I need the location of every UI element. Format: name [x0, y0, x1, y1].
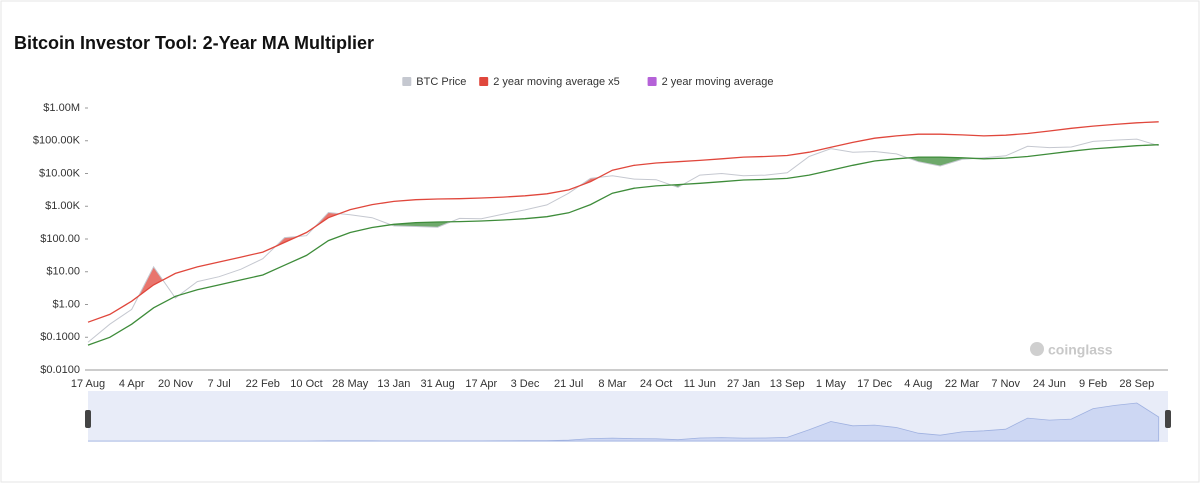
legend: BTC Price 2 year moving average x5 2 year …	[402, 76, 774, 88]
y-tick-label: $1.00K	[45, 200, 81, 212]
navigator-handle[interactable]	[85, 410, 91, 428]
x-tick-label: 22 Feb	[246, 378, 280, 390]
x-tick-label: 24 Oct	[640, 378, 672, 390]
x-tick-label: 17 Dec	[857, 378, 892, 390]
x-tick-label: 20 Nov	[158, 378, 193, 390]
x-tick-label: 4 Aug	[904, 378, 932, 390]
chart-title: Bitcoin Investor Tool: 2-Year MA Multipl…	[14, 33, 374, 53]
x-tick-label: 24 Jun	[1033, 378, 1066, 390]
series-line	[87, 144, 1159, 346]
legend-swatch	[402, 77, 412, 86]
x-tick-label: 8 Mar	[598, 378, 626, 390]
y-tick-label: $0.1000	[40, 331, 80, 343]
watermark-logo	[1030, 342, 1044, 356]
x-tick-label: 13 Jan	[377, 378, 410, 390]
y-tick-label: $100.00K	[33, 135, 81, 147]
x-tick-label: 7 Jul	[207, 378, 230, 390]
y-tick-label: $10.00	[46, 266, 80, 278]
legend-swatch	[479, 77, 489, 86]
x-tick-label: 11 Jun	[684, 378, 716, 390]
y-tick-label: $10.00K	[39, 167, 81, 179]
navigator-area	[88, 402, 1160, 442]
navigator-handle[interactable]	[1165, 410, 1171, 428]
legend-label: 2 year moving average	[662, 76, 774, 88]
legend-label: 2 year moving average x5	[493, 76, 620, 88]
x-tick-label: 21 Jul	[554, 378, 583, 390]
x-tick-label: 3 Dec	[511, 378, 540, 390]
y-tick-label: $1.00M	[43, 102, 80, 114]
x-tick-label: 1 May	[816, 378, 846, 390]
legend-swatch	[647, 77, 657, 86]
x-tick-label: 17 Apr	[465, 378, 497, 390]
x-tick-label: 22 Mar	[945, 378, 980, 390]
x-tick-label: 10 Oct	[290, 378, 322, 390]
x-tick-label: 28 May	[332, 378, 369, 390]
watermark: coinglass	[1048, 342, 1113, 358]
x-tick-label: 13 Sep	[770, 378, 805, 390]
x-tick-label: 31 Aug	[420, 378, 454, 390]
y-tick-label: $1.00	[52, 298, 80, 310]
series-line	[87, 121, 1159, 323]
x-tick-label: 9 Feb	[1079, 378, 1107, 390]
x-tick-label: 17 Aug	[71, 378, 105, 390]
legend-label: BTC Price	[416, 76, 466, 88]
x-tick-label: 28 Sep	[1119, 378, 1154, 390]
y-tick-label: $0.0100	[40, 364, 80, 376]
y-tick-label: $100.00	[40, 233, 80, 245]
x-tick-label: 7 Nov	[991, 378, 1020, 390]
x-tick-label: 4 Apr	[119, 378, 145, 390]
x-tick-label: 27 Jan	[727, 378, 760, 390]
